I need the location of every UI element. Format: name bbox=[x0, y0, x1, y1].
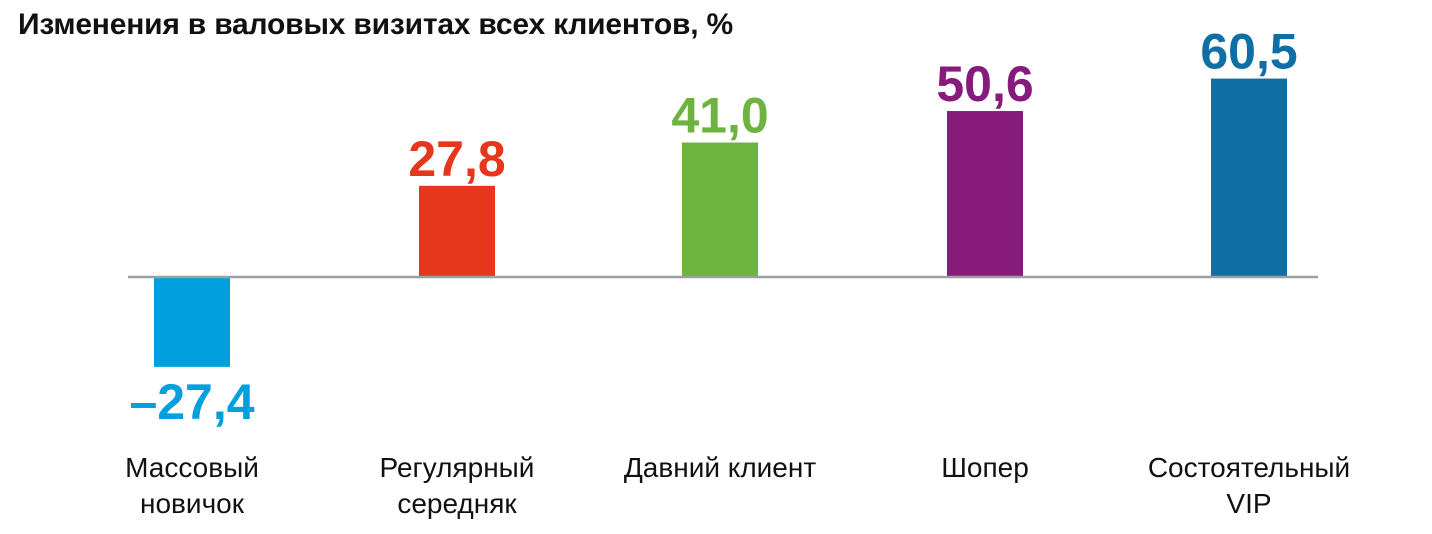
category-labels-layer: Массовый новичок Регулярный середняк Давний … bbox=[125, 452, 1350, 519]
category-label-3-line-0: Шопер bbox=[941, 452, 1029, 483]
value-labels-layer: –27,4 27,8 41,0 50,6 60,5 bbox=[129, 24, 1297, 430]
chart-title: Изменения в валовых визитах всех клиенто… bbox=[18, 8, 734, 41]
value-label-3: 50,6 bbox=[936, 56, 1033, 112]
category-label-4-line-0: Состоятельный bbox=[1148, 452, 1350, 483]
category-label-1-line-0: Регулярный bbox=[380, 452, 535, 483]
value-label-1: 27,8 bbox=[408, 131, 505, 187]
bar-1 bbox=[419, 185, 495, 277]
bar-0 bbox=[154, 277, 230, 367]
category-label-3: Шопер bbox=[941, 452, 1029, 483]
category-label-2: Давний клиент bbox=[624, 452, 817, 483]
value-label-2: 41,0 bbox=[671, 88, 768, 144]
category-label-0-line-0: Массовый bbox=[125, 452, 259, 483]
bars-layer bbox=[154, 78, 1287, 367]
category-label-0-line-1: новичок bbox=[140, 488, 245, 519]
category-label-4-line-1: VIP bbox=[1226, 488, 1271, 519]
bar-4 bbox=[1211, 78, 1287, 277]
value-label-4: 60,5 bbox=[1200, 24, 1297, 80]
category-label-1-line-1: середняк bbox=[397, 488, 517, 519]
bar-3 bbox=[947, 111, 1023, 277]
category-label-2-line-0: Давний клиент bbox=[624, 452, 817, 483]
category-label-4: Состоятельный VIP bbox=[1148, 452, 1350, 519]
value-label-0: –27,4 bbox=[129, 374, 254, 430]
category-label-0: Массовый новичок bbox=[125, 452, 259, 519]
bar-2 bbox=[682, 142, 758, 277]
category-label-1: Регулярный середняк bbox=[380, 452, 535, 519]
